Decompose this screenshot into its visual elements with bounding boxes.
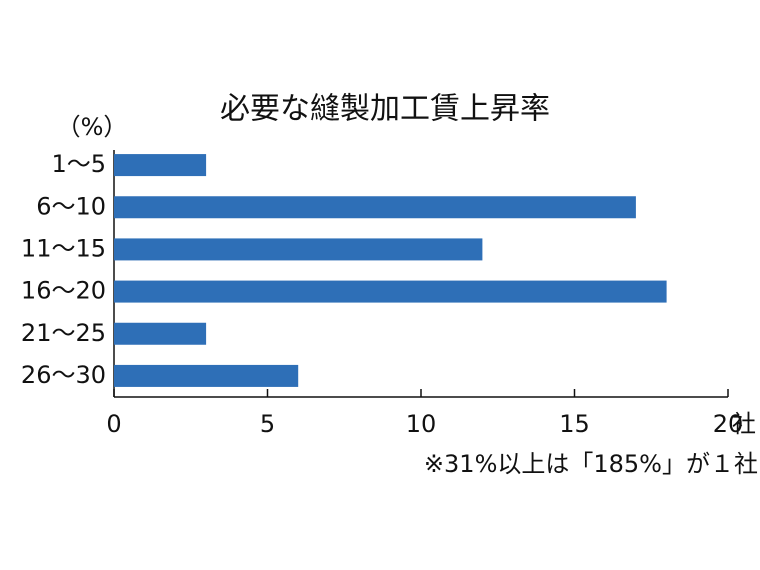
bar [114,364,299,387]
y-axis-label: （%） [57,113,128,141]
x-tick-label: 5 [260,410,275,438]
y-tick-label: 1～5 [51,150,106,178]
x-tick-label: 15 [559,410,590,438]
y-tick-label: 11～15 [21,234,106,262]
note: ※31%以上は「185%」が１社 [424,450,758,478]
bar [114,280,667,303]
y-tick-label: 6～10 [36,192,106,220]
x-tick-label: 20 [713,410,744,438]
y-tick-label: 21～25 [21,319,106,347]
bar [114,154,207,177]
bar [114,322,207,345]
y-tick-label: 26～30 [21,361,106,389]
bar [114,196,636,219]
x-tick-label: 10 [406,410,437,438]
bar [114,238,483,261]
x-axis-unit: 社 [732,410,756,438]
y-tick-label: 16～20 [21,277,106,305]
x-tick-label: 0 [106,410,121,438]
chart-title: 必要な縫製加工賃上昇率 [220,92,550,127]
